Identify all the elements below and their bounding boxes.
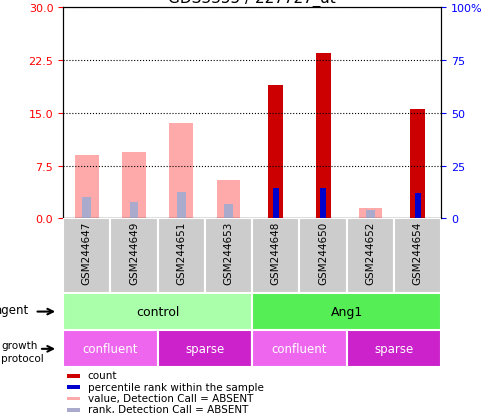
- Bar: [252, 330, 346, 368]
- Bar: [82, 198, 91, 219]
- Bar: [414, 194, 420, 219]
- Bar: [110, 219, 157, 293]
- Bar: [157, 330, 252, 368]
- Bar: [129, 202, 138, 219]
- Bar: [299, 219, 346, 293]
- Text: GSM244647: GSM244647: [81, 221, 91, 284]
- Bar: [63, 330, 157, 368]
- Bar: [177, 192, 185, 219]
- Text: GSM244650: GSM244650: [318, 221, 328, 284]
- Text: GSM244648: GSM244648: [270, 221, 280, 284]
- Bar: [409, 110, 424, 219]
- Bar: [252, 293, 440, 330]
- Text: GSM244653: GSM244653: [223, 221, 233, 284]
- Bar: [346, 330, 440, 368]
- Text: percentile rank within the sample: percentile rank within the sample: [88, 382, 263, 392]
- Text: sparse: sparse: [374, 342, 413, 356]
- Bar: [67, 408, 80, 412]
- Bar: [204, 219, 252, 293]
- Bar: [268, 85, 283, 219]
- Bar: [63, 219, 110, 293]
- Text: GSM244649: GSM244649: [129, 221, 139, 284]
- Bar: [157, 219, 204, 293]
- Bar: [252, 219, 299, 293]
- Text: Ang1: Ang1: [330, 305, 362, 318]
- Bar: [315, 54, 330, 219]
- Text: confluent: confluent: [271, 342, 327, 356]
- Bar: [319, 188, 326, 219]
- Bar: [67, 396, 80, 401]
- Text: protocol: protocol: [1, 353, 44, 363]
- Text: count: count: [88, 370, 117, 380]
- Text: rank, Detection Call = ABSENT: rank, Detection Call = ABSENT: [88, 404, 247, 413]
- Text: GSM244654: GSM244654: [412, 221, 422, 284]
- Bar: [122, 152, 146, 219]
- Title: GDS3355 / 227727_at: GDS3355 / 227727_at: [168, 0, 335, 7]
- Text: agent: agent: [0, 304, 28, 316]
- Bar: [346, 219, 393, 293]
- Bar: [224, 204, 232, 219]
- Text: GSM244651: GSM244651: [176, 221, 186, 284]
- Text: value, Detection Call = ABSENT: value, Detection Call = ABSENT: [88, 393, 253, 403]
- Text: GSM244652: GSM244652: [364, 221, 375, 284]
- Bar: [272, 188, 278, 219]
- Bar: [75, 156, 98, 219]
- Text: control: control: [136, 305, 179, 318]
- Bar: [169, 124, 193, 219]
- Bar: [365, 211, 374, 219]
- Bar: [393, 219, 440, 293]
- Bar: [67, 374, 80, 378]
- Text: confluent: confluent: [82, 342, 138, 356]
- Bar: [67, 385, 80, 389]
- Bar: [358, 209, 381, 219]
- Bar: [216, 180, 240, 219]
- Text: growth: growth: [1, 340, 38, 350]
- Text: sparse: sparse: [185, 342, 224, 356]
- Bar: [63, 293, 252, 330]
